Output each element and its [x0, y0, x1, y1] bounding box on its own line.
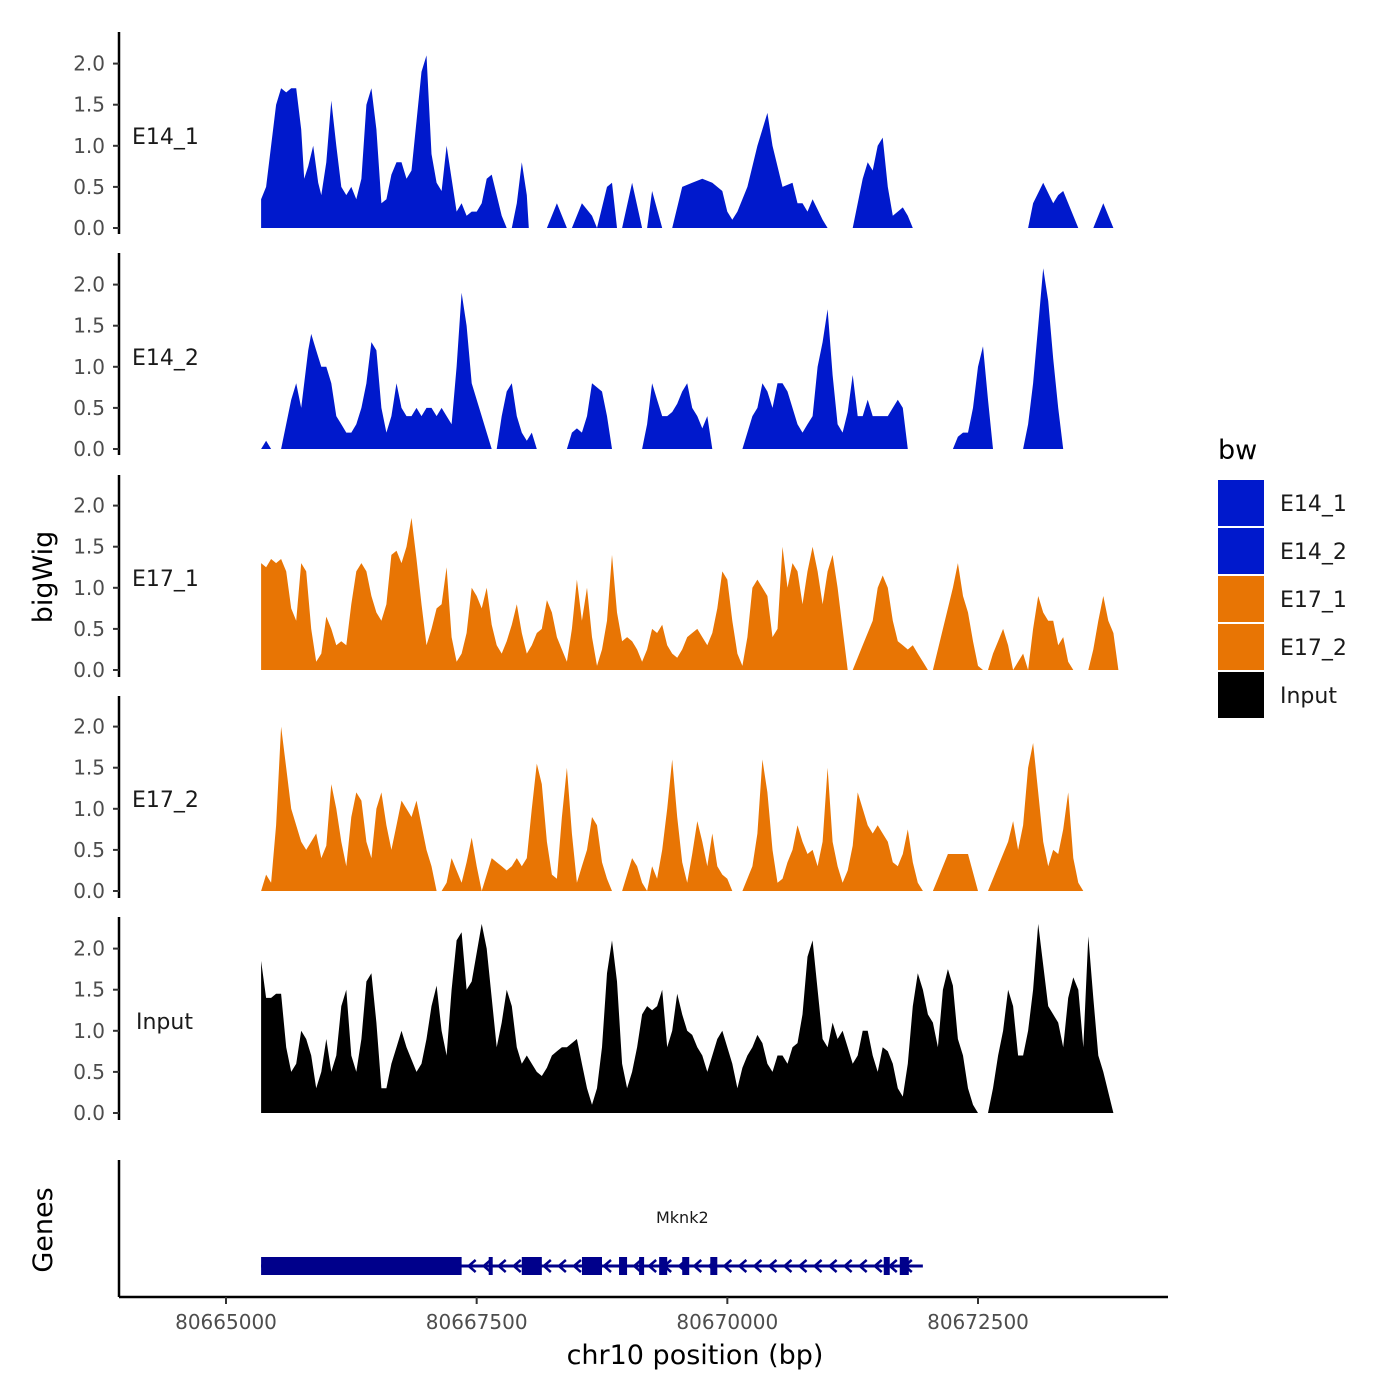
legend-swatch	[1218, 624, 1264, 670]
y-tick-label: 1.0	[73, 797, 105, 821]
y-tick-label: 2.0	[73, 937, 105, 961]
gene-exon	[488, 1257, 493, 1275]
strand-arrow	[466, 1259, 477, 1273]
y-tick-label: 2.0	[73, 52, 105, 76]
y-tick-label: 0.5	[73, 1060, 105, 1084]
gene-exon	[710, 1257, 718, 1275]
strand-arrow	[632, 1259, 642, 1273]
y-tick-label: 0.5	[73, 396, 105, 420]
area-E14_2	[261, 268, 1064, 449]
strand-arrow	[872, 1259, 883, 1273]
y-axis-title: bigWig	[28, 531, 59, 624]
gene-exon	[639, 1257, 645, 1275]
track-label: E14_1	[132, 125, 199, 150]
x-tick-label: 80672500	[927, 1310, 1029, 1334]
legend-swatch	[1218, 576, 1264, 622]
strand-arrow	[752, 1259, 763, 1273]
gene-track-panel: Mknk2	[117, 1160, 923, 1297]
strand-arrow	[647, 1259, 657, 1273]
legend-label: E17_1	[1280, 588, 1347, 613]
legend-swatch	[1218, 528, 1264, 574]
gene-exon	[899, 1257, 909, 1275]
track-E14_2: 0.0 0.5 1.0 1.5 2.0 E14_2	[73, 253, 1064, 461]
strand-arrow	[842, 1259, 853, 1273]
area-E14_1	[261, 55, 1114, 229]
y-tick-label: 1.0	[73, 134, 105, 158]
strand-arrow	[737, 1259, 748, 1273]
strand-arrow	[722, 1259, 733, 1273]
y-tick-label: 2.0	[73, 273, 105, 297]
track-E17_1: 0.0 0.5 1.0 1.5 2.0 E17_1	[73, 475, 1119, 682]
y-tick-label: 1.5	[73, 93, 105, 117]
strand-arrow	[572, 1259, 582, 1273]
track-label: E14_2	[132, 346, 199, 371]
legend-label: E14_1	[1280, 492, 1347, 517]
y-tick-label: 1.5	[73, 535, 105, 559]
strand-arrow	[496, 1259, 507, 1273]
y-tick-label: 2.0	[73, 494, 105, 518]
y-tick-label: 0.5	[73, 617, 105, 641]
y-tick-label: 2.0	[73, 715, 105, 739]
x-tick-label: 80665000	[175, 1310, 277, 1334]
strand-arrow	[887, 1259, 898, 1273]
y-tick-label: 0.0	[73, 216, 105, 240]
genes-axis-title: Genes	[28, 1187, 59, 1272]
y-tick-label: 1.0	[73, 576, 105, 600]
legend: bw E14_1 E14_2 E17_1 E17_2 Input	[1218, 435, 1347, 718]
y-tick-label: 1.5	[73, 756, 105, 780]
legend-title: bw	[1218, 435, 1257, 466]
track-E14_1: 0.0 0.5 1.0 1.5 2.0 E14_1	[73, 32, 1114, 240]
y-tick-label: 0.5	[73, 175, 105, 199]
gene-exon	[619, 1257, 628, 1275]
strand-arrow	[797, 1259, 808, 1273]
x-tick-label: 80670000	[676, 1310, 778, 1334]
x-axis: 80665000 80667500 80670000 80672500	[119, 1295, 1168, 1334]
gene-exon	[521, 1257, 542, 1275]
x-axis-title: chr10 position (bp)	[567, 1340, 824, 1371]
area-Input	[261, 923, 1114, 1113]
y-tick-label: 1.0	[73, 355, 105, 379]
gene-exon	[261, 1257, 462, 1275]
gene-exon	[883, 1257, 890, 1275]
y-tick-label: 0.0	[73, 437, 105, 461]
track-panels: 0.0 0.5 1.0 1.5 2.0 E14_1 0.0 0.5 1.0 1.5 2.0 E14_2…	[73, 32, 1119, 1125]
area-E17_2	[261, 726, 1084, 891]
strand-arrow	[692, 1259, 703, 1273]
strand-arrow	[541, 1259, 552, 1273]
gene-name-label: Mknk2	[656, 1208, 709, 1227]
y-tick-label: 1.5	[73, 978, 105, 1002]
legend-swatch	[1218, 480, 1264, 526]
legend-swatch	[1218, 672, 1264, 718]
strand-arrow	[827, 1259, 838, 1273]
track-E17_2: 0.0 0.5 1.0 1.5 2.0 E17_2	[73, 696, 1084, 903]
strand-arrow	[481, 1259, 492, 1273]
strand-arrow	[812, 1259, 823, 1273]
strand-arrow	[782, 1259, 793, 1273]
y-tick-label: 0.0	[73, 658, 105, 682]
track-label: E17_1	[132, 567, 199, 592]
x-tick-label: 80667500	[426, 1310, 528, 1334]
y-tick-label: 0.0	[73, 1101, 105, 1125]
y-tick-label: 0.5	[73, 838, 105, 862]
strand-arrow	[556, 1259, 567, 1273]
strand-arrow	[511, 1259, 522, 1273]
gene-exon	[659, 1257, 668, 1275]
track-Input: 0.0 0.5 1.0 1.5 2.0 Input	[73, 917, 1114, 1125]
track-label: E17_2	[132, 788, 199, 813]
legend-label: E14_2	[1280, 540, 1347, 565]
area-E17_1	[261, 517, 1119, 670]
strand-arrow	[602, 1259, 612, 1273]
strand-arrow	[857, 1259, 868, 1273]
gene-exon	[682, 1257, 690, 1275]
gene-exon	[581, 1257, 602, 1275]
y-tick-label: 1.0	[73, 1019, 105, 1043]
track-label: Input	[136, 1010, 193, 1035]
y-tick-label: 1.5	[73, 314, 105, 338]
legend-label: Input	[1280, 684, 1337, 709]
strand-arrow	[767, 1259, 778, 1273]
legend-label: E17_2	[1280, 636, 1347, 661]
y-tick-label: 0.0	[73, 879, 105, 903]
